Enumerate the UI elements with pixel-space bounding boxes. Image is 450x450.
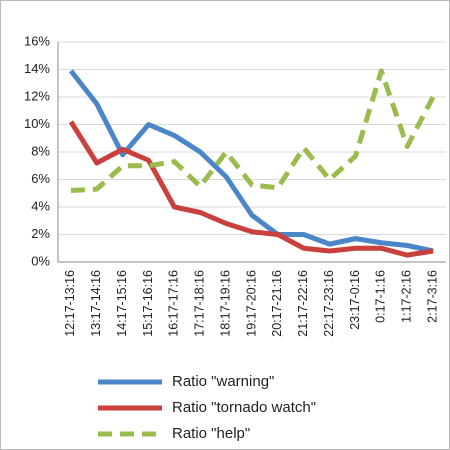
x-tick-label: 14:17-15:16 bbox=[115, 270, 129, 337]
y-tick-label: 0% bbox=[31, 253, 50, 268]
x-tick-label: 17:17-18:16 bbox=[193, 270, 207, 337]
x-tick-label: 0:17-1:16 bbox=[374, 270, 388, 323]
x-tick-label: 13:17-14:16 bbox=[89, 270, 103, 337]
y-tick-label: 6% bbox=[31, 171, 50, 186]
legend-label: Ratio "help" bbox=[172, 425, 250, 442]
x-tick-label: 23:17-0:16 bbox=[348, 270, 362, 330]
y-tick-label: 2% bbox=[31, 226, 50, 241]
x-tick-label: 21:17-22:16 bbox=[296, 270, 310, 337]
x-tick-label: 18:17-19:16 bbox=[218, 270, 232, 337]
y-tick-label: 12% bbox=[24, 88, 50, 103]
series-line bbox=[68, 69, 434, 254]
y-tick-label: 4% bbox=[31, 198, 50, 213]
x-tick-label: 2:17-3:16 bbox=[425, 270, 439, 323]
y-tick-label: 8% bbox=[31, 143, 50, 158]
x-tick-label: 15:17-16:16 bbox=[141, 270, 155, 337]
legend-label: Ratio "tornado watch" bbox=[172, 399, 316, 416]
x-tick-label: 20:17-21:16 bbox=[270, 270, 284, 337]
series-line bbox=[68, 120, 434, 258]
x-tick-label: 22:17-23:16 bbox=[322, 270, 336, 337]
series-line bbox=[70, 68, 436, 193]
x-tick-label: 16:17-17:16 bbox=[167, 270, 181, 337]
x-tick-label: 1:17-2:16 bbox=[399, 270, 413, 323]
legend-label: Ratio "warning" bbox=[172, 373, 274, 390]
y-tick-label: 16% bbox=[24, 33, 50, 48]
y-tick-label: 14% bbox=[24, 61, 50, 76]
y-tick-label: 10% bbox=[24, 116, 50, 131]
x-tick-label: 19:17-20:16 bbox=[244, 270, 258, 337]
x-tick-label: 12:17-13:16 bbox=[63, 270, 77, 337]
